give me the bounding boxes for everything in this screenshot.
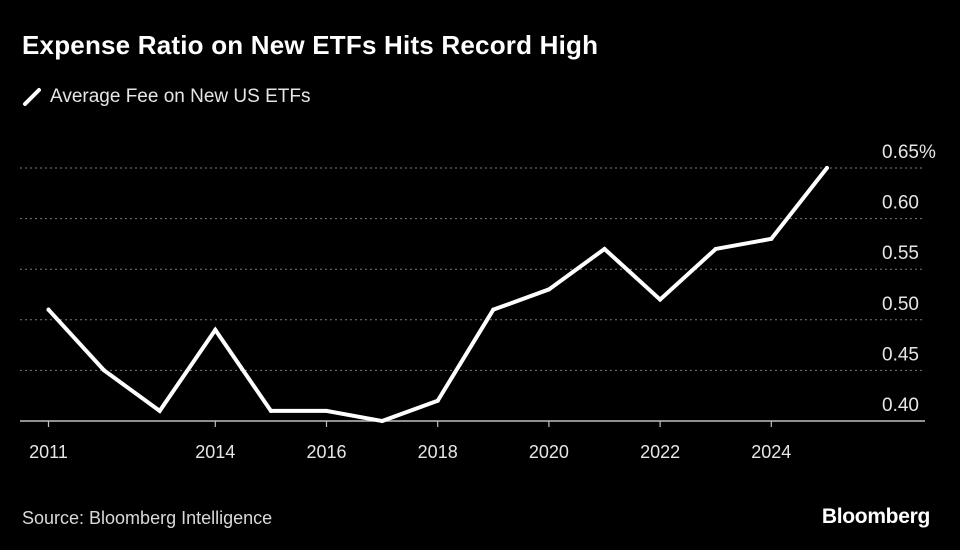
y-tick-label: 0.60 — [882, 193, 919, 214]
data-point-2015 — [268, 408, 273, 413]
y-tick-label: 0.45 — [882, 344, 919, 365]
y-tick-label: 0.40 — [882, 395, 919, 416]
chart-title: Expense Ratio on New ETFs Hits Record Hi… — [22, 30, 599, 60]
data-point-2020 — [546, 287, 551, 292]
data-point-2016 — [324, 408, 329, 413]
legend: Average Fee on New US ETFs — [22, 86, 310, 108]
x-tick-label: 2016 — [306, 442, 346, 462]
y-tick-label: 0.55 — [882, 243, 919, 264]
legend-label: Average Fee on New US ETFs — [50, 86, 311, 107]
data-point-2022 — [658, 297, 663, 302]
data-point-2013 — [157, 408, 162, 413]
data-point-2021 — [602, 246, 607, 251]
data-point-2019 — [491, 307, 496, 312]
data-point-2023 — [713, 246, 718, 251]
series-line-0 — [46, 166, 829, 424]
data-point-2024 — [769, 236, 774, 241]
x-tick-label: 2022 — [640, 442, 680, 462]
data-point-2018 — [435, 398, 440, 403]
x-tick-label: 2014 — [195, 442, 235, 462]
data-point-2011 — [46, 307, 51, 312]
data-point-2025 — [824, 166, 829, 170]
x-tick-label: 2018 — [418, 442, 458, 462]
y-tick-label: 0.50 — [882, 294, 919, 315]
x-tick-label: 2020 — [529, 442, 569, 462]
y-tick-label: 0.65% — [882, 142, 936, 163]
data-point-2014 — [213, 327, 218, 332]
legend-swatch-icon — [23, 88, 41, 106]
bloomberg-logo: Bloomberg — [821, 505, 930, 528]
data-point-2017 — [380, 419, 385, 423]
x-tick-label: 2011 — [29, 442, 68, 462]
source-note: Source: Bloomberg Intelligence — [22, 508, 273, 528]
data-point-2012 — [102, 368, 107, 373]
x-tick-label: 2024 — [751, 442, 791, 462]
